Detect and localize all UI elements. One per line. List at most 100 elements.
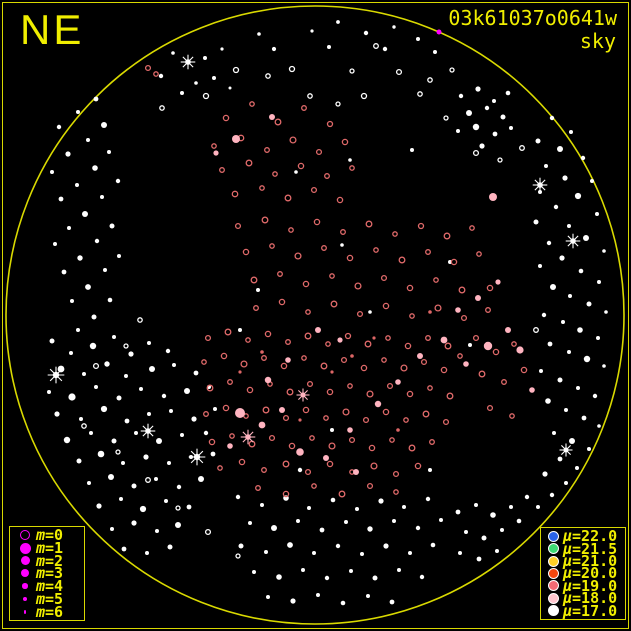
salmon-open-star [420,358,428,366]
salmon-open-star [250,276,258,284]
salmon-open-star [262,406,270,414]
white-open-star [288,65,296,73]
salmon-open-star [219,167,225,173]
salmon-open-star [440,366,448,374]
white-filled-star [56,124,62,130]
salmon-open-star [392,470,400,478]
pink-filled-star [264,376,272,384]
white-filled-star [301,568,305,572]
white-filled-star [260,503,264,507]
salmon-open-star [301,105,307,111]
white-filled-star [561,320,565,324]
salmon-open-star [255,485,261,491]
white-filled-star [82,211,88,217]
white-open-star [519,145,525,151]
plot-subtitle: sky [579,29,616,53]
white-filled-star [481,535,487,541]
salmon-open-star [404,342,412,350]
white-filled-star [128,351,134,357]
white-filled-star [557,146,563,152]
white-filled-star [156,438,162,444]
white-filled-star [310,29,314,33]
white-filled-star [578,268,584,274]
white-open-star [202,92,210,100]
white-filled-star [94,385,98,389]
white-filled-star [410,148,414,152]
salmon-open-star [429,439,435,445]
legend-row: μ=20.0 [544,564,625,583]
legend-row: μ=22.0 [544,529,625,544]
salmon-filled-star [396,428,400,432]
white-filled-star [155,529,159,533]
salmon-open-star [321,245,327,251]
white-filled-star [330,428,334,432]
legend-row: μ=17.0 [544,603,625,618]
salmon-open-star [442,418,450,426]
salmon-open-star [346,254,354,262]
pink-filled-star [285,357,291,363]
legend-label: m=3 [36,564,64,583]
salmon-open-star [238,458,246,466]
white-filled-star [564,408,568,412]
white-filled-star [107,150,111,154]
white-filled-star [68,393,76,401]
pink-filled-star [374,400,382,408]
salmon-open-star [227,379,233,385]
salmon-open-star [282,490,290,498]
salmon-open-star [274,118,282,126]
pink-filled-star [455,307,461,313]
salmon-open-star [476,251,482,257]
white-filled-star [77,255,83,261]
white-filled-star [287,542,293,548]
salmon-open-star [478,370,486,378]
white-filled-star [335,543,341,549]
white-filled-star [194,81,198,85]
white-filled-star [164,499,168,503]
white-filled-star [124,374,128,378]
salmon-open-star [217,465,223,471]
white-filled-star [276,574,282,580]
legend-label: m=5 [36,589,64,608]
white-filled-star [147,412,151,416]
salmon-open-star [323,415,329,421]
white-filled-star [145,551,149,555]
white-filled-star [349,569,353,573]
salmon-open-star [320,362,328,370]
white-open-star [81,423,87,429]
white-filled-star [116,395,122,401]
white-filled-star [340,243,344,247]
salmon-open-star [206,384,214,392]
salmon-open-star [328,442,336,450]
white-filled-star [495,549,499,553]
legend-row: μ=18.0 [544,591,625,606]
salmon-open-star [370,462,378,470]
salmon-open-star [304,332,312,340]
white-filled-star [500,114,506,120]
white-filled-star [154,477,158,481]
salmon-open-star [272,171,278,177]
white-filled-star [466,110,472,116]
white-filled-star [586,301,592,307]
white-filled-star [439,518,443,522]
white-filled-star [93,96,99,102]
white-filled-star [330,497,336,503]
salmon-open-star [201,359,207,365]
salmon-open-star [302,280,310,288]
white-filled-star [509,505,513,509]
legend-label: μ=20.0 [563,564,618,583]
white-filled-star [167,544,173,550]
white-filled-star [492,99,496,103]
salmon-open-star [280,362,288,370]
white-spiked-star [188,448,206,466]
salmon-open-star [340,356,348,364]
white-filled-star [76,328,80,332]
white-filled-star [180,91,184,95]
white-open-star [115,449,121,455]
white-filled-star [176,484,182,490]
white-filled-star [541,312,547,318]
white-filled-star [65,151,71,157]
white-filled-star [456,129,460,133]
white-filled-star [415,525,421,531]
salmon-open-star [286,388,294,396]
